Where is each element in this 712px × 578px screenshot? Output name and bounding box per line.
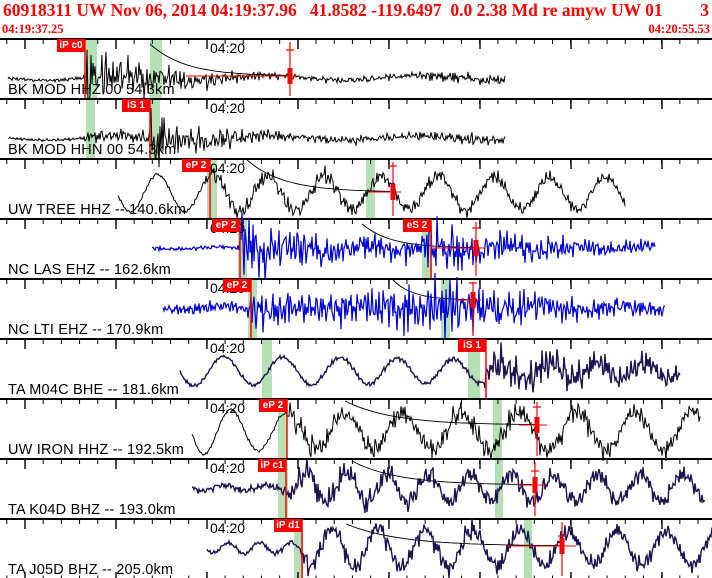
event-summary: 60918311 UW Nov 06, 2014 04:19:37.96 41.…	[3, 0, 663, 20]
traveltime-curve	[245, 158, 390, 192]
arrival-window-band	[366, 158, 375, 218]
arrival-window-band	[524, 518, 532, 578]
waveform-canvas[interactable]	[0, 398, 712, 461]
station-channel-label: BK MOD HHZ 00 54.3km	[8, 82, 175, 98]
arrival-window-band	[278, 458, 288, 518]
seismogram-trace[interactable]	[151, 212, 656, 280]
predicted-arrival-handle[interactable]	[470, 292, 476, 308]
station-channel-label: UW TREE HHZ -- 140.6km	[8, 202, 187, 218]
waveform-canvas[interactable]	[0, 38, 712, 103]
phase-pick-flag[interactable]: eS 2	[403, 219, 431, 232]
phase-pick-flag[interactable]: eP 2	[259, 399, 287, 412]
seismogram-trace[interactable]	[117, 165, 626, 219]
row-separator	[0, 458, 712, 460]
trace-row-6[interactable]: 04:20 iS 1 TA M04C BHE -- 181.6km	[0, 338, 712, 398]
row-separator	[0, 338, 712, 340]
arrival-window-band	[150, 98, 160, 158]
station-channel-label: TA M04C BHE -- 181.6km	[8, 382, 179, 398]
phase-pick-flag[interactable]: eP 2	[223, 279, 251, 292]
row-separator	[0, 218, 712, 220]
phase-pick-flag[interactable]: iP c0	[57, 39, 85, 52]
trace-list: 04:20 iP c0 BK MOD HHZ 00 54.3km 04:20 iS 1 B…	[0, 38, 712, 578]
minute-tick-label: 04:20	[210, 340, 246, 356]
seismogram-trace[interactable]	[162, 272, 666, 341]
waveform-canvas[interactable]	[0, 458, 712, 518]
traveltime-curve	[345, 523, 562, 547]
station-channel-label: BK MOD HHN 00 54.3km	[8, 142, 177, 158]
minute-tick-label: 04:20	[210, 460, 246, 476]
arrival-window-band	[86, 98, 95, 158]
waveform-canvas[interactable]	[0, 98, 712, 168]
arrival-window-band	[262, 338, 272, 398]
row-separator	[0, 518, 712, 520]
row-separator	[0, 158, 712, 160]
trace-row-9[interactable]: 04:20 iP d1 TA J05D BHZ -- 205.0km	[0, 518, 712, 578]
trace-row-7[interactable]: 04:20 eP 2 UW IRON HHZ -- 192.5km	[0, 398, 712, 461]
arrival-window-band	[493, 398, 502, 458]
window-start-time: 04:19:37.25	[2, 22, 64, 36]
window-end-time: 04:20:55.53	[648, 22, 710, 36]
phase-pick-flag[interactable]: iP d1	[274, 519, 302, 532]
seismogram-trace[interactable]	[191, 458, 706, 513]
trace-row-3[interactable]: 04:20 eP 2 UW TREE HHZ -- 140.6km	[0, 158, 712, 219]
minute-tick-label: 04:20	[210, 400, 246, 416]
station-channel-label: UW IRON HHZ -- 192.5km	[8, 442, 184, 458]
predicted-arrival-handle[interactable]	[390, 184, 396, 200]
minute-tick-label: 04:20	[210, 40, 246, 56]
phase-pick-flag[interactable]: iP c1	[258, 459, 286, 472]
row-separator	[0, 98, 712, 100]
waveform-canvas[interactable]	[0, 338, 712, 398]
predicted-arrival-handle[interactable]	[287, 68, 293, 84]
waveform-canvas[interactable]	[0, 272, 712, 341]
time-window-bar: 04:19:37.25 04:20:55.53	[0, 22, 712, 38]
station-channel-label: NC LAS EHZ -- 162.6km	[8, 262, 171, 278]
minute-tick-label: 04:20	[210, 520, 246, 536]
arrival-window-band	[278, 398, 287, 458]
predicted-arrival-handle[interactable]	[559, 538, 565, 554]
predicted-arrival-handle[interactable]	[473, 240, 479, 256]
predicted-arrival-handle[interactable]	[534, 417, 540, 433]
trace-row-1[interactable]: 04:20 iP c0 BK MOD HHZ 00 54.3km	[0, 38, 712, 103]
row-separator	[0, 398, 712, 400]
seismogram-trace[interactable]	[206, 518, 712, 578]
row-separator	[0, 278, 712, 280]
phase-pick-flag[interactable]: iS 1	[458, 339, 486, 352]
station-channel-label: TA J05D BHZ -- 205.0km	[8, 562, 174, 578]
predicted-arrival-handle[interactable]	[532, 477, 538, 493]
trace-row-2[interactable]: 04:20 iS 1 BK MOD HHN 00 54.3km	[0, 98, 712, 168]
page-indicator: 3	[700, 0, 709, 20]
waveform-canvas[interactable]	[0, 212, 712, 280]
seismogram-trace[interactable]	[179, 342, 681, 393]
traveltime-curve	[344, 400, 538, 426]
traveltime-curve	[149, 43, 291, 76]
row-separator	[0, 38, 712, 40]
arrival-window-band	[238, 218, 247, 278]
station-channel-label: TA K04D BHZ -- 193.0km	[8, 502, 176, 518]
station-channel-label: NC LTI EHZ -- 170.9km	[8, 322, 164, 338]
minute-tick-label: 04:20	[210, 100, 246, 116]
seismogram-trace[interactable]	[7, 107, 506, 168]
event-header: 60918311 UW Nov 06, 2014 04:19:37.96 41.…	[0, 0, 712, 22]
arrival-window-band	[207, 158, 217, 218]
phase-pick-flag[interactable]: eP 2	[212, 219, 240, 232]
minute-tick-label: 04:20	[210, 160, 246, 176]
traveltime-curve	[392, 279, 473, 301]
trace-row-8[interactable]: 04:20 iP c1 TA K04D BHZ -- 193.0km	[0, 458, 712, 518]
seismogram-trace[interactable]	[191, 401, 701, 461]
phase-pick-flag[interactable]: eP 2	[182, 159, 210, 172]
phase-pick-flag[interactable]: iS 1	[122, 99, 150, 112]
